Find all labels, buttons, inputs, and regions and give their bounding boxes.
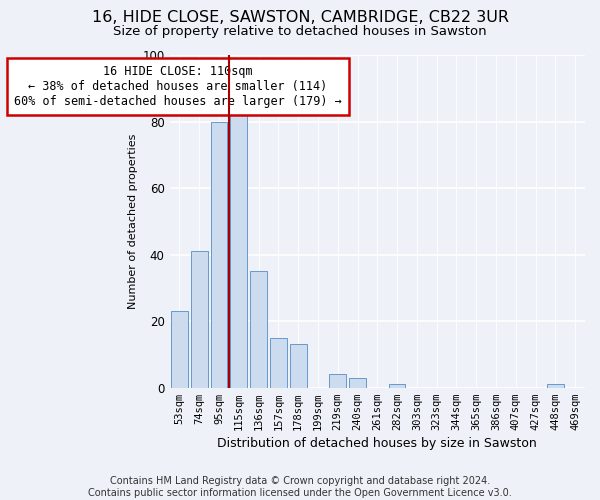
Text: 16, HIDE CLOSE, SAWSTON, CAMBRIDGE, CB22 3UR: 16, HIDE CLOSE, SAWSTON, CAMBRIDGE, CB22… [91, 10, 509, 25]
Bar [230, 108, 247, 388]
Y-axis label: Number of detached properties: Number of detached properties [128, 134, 138, 309]
Bar [191, 252, 208, 388]
Bar [290, 344, 307, 388]
Text: Contains HM Land Registry data © Crown copyright and database right 2024.
Contai: Contains HM Land Registry data © Crown c… [88, 476, 512, 498]
Bar [389, 384, 406, 388]
Bar [329, 374, 346, 388]
Text: 16 HIDE CLOSE: 110sqm
← 38% of detached houses are smaller (114)
60% of semi-det: 16 HIDE CLOSE: 110sqm ← 38% of detached … [14, 65, 342, 108]
X-axis label: Distribution of detached houses by size in Sawston: Distribution of detached houses by size … [217, 437, 537, 450]
Bar [270, 338, 287, 388]
Text: Size of property relative to detached houses in Sawston: Size of property relative to detached ho… [113, 25, 487, 38]
Bar [250, 272, 267, 388]
Bar [211, 122, 227, 388]
Bar [171, 311, 188, 388]
Bar [349, 378, 366, 388]
Bar [547, 384, 564, 388]
